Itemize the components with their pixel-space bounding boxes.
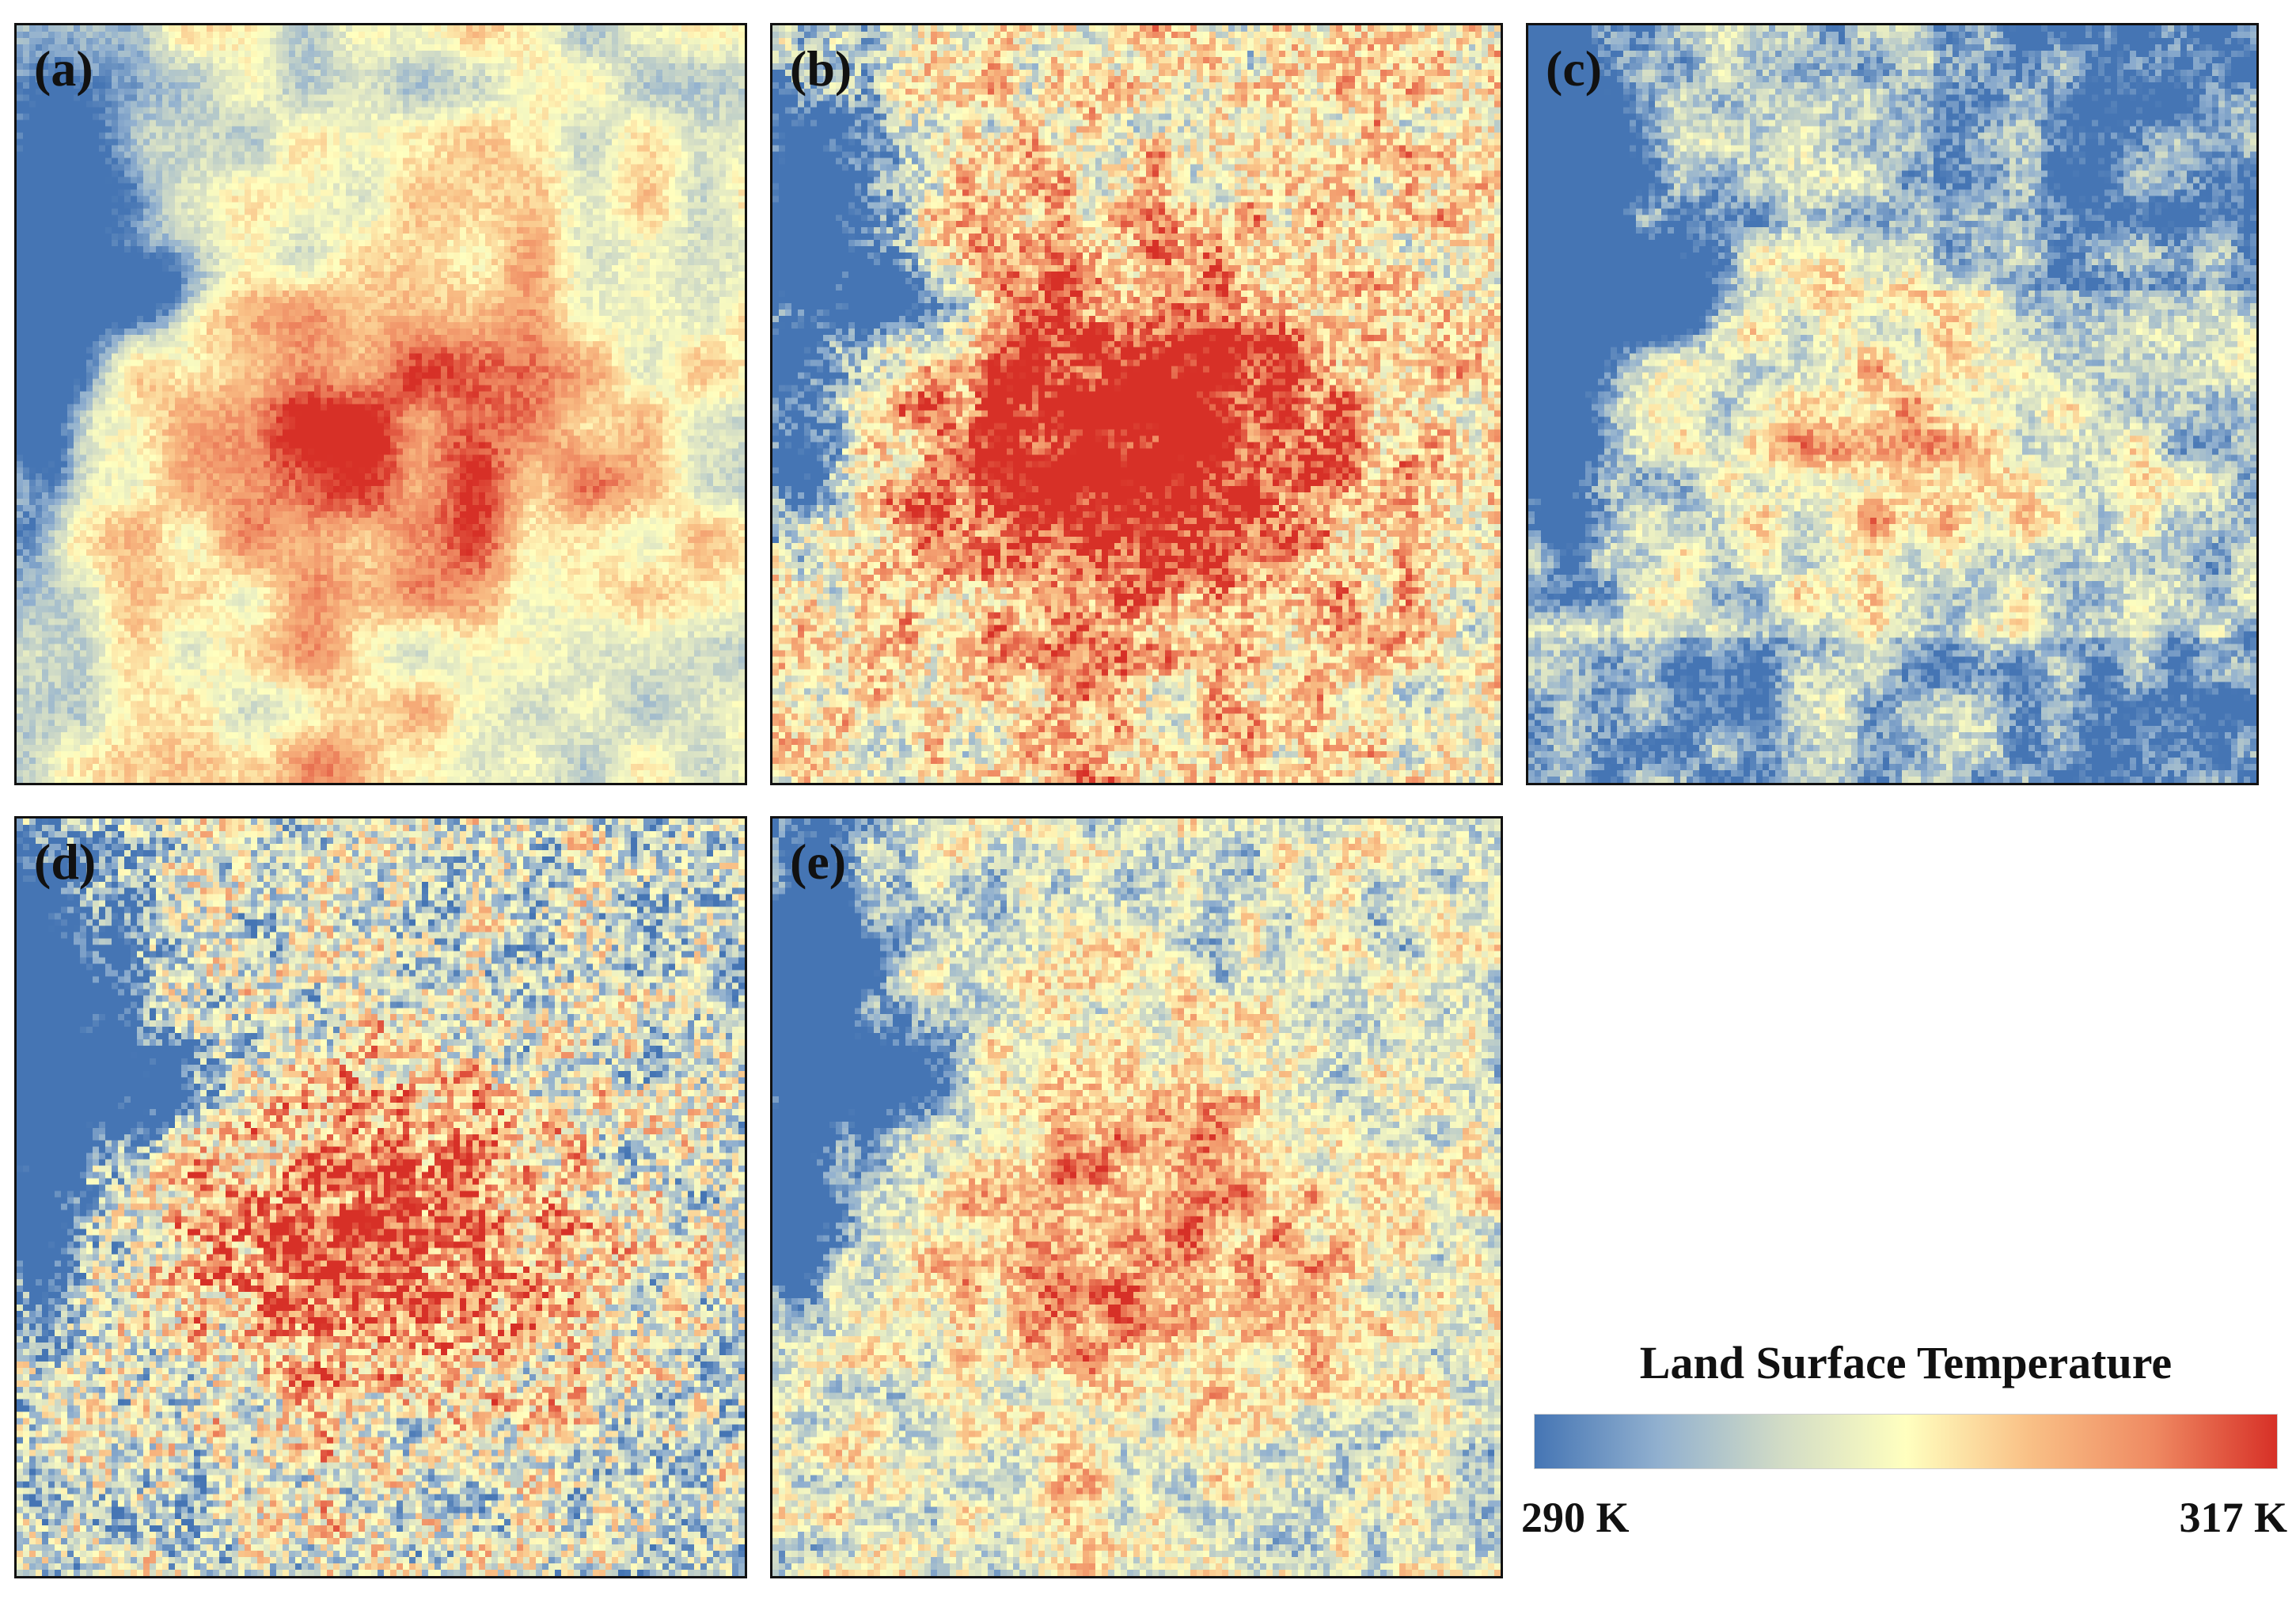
panel-label-a: (a): [34, 40, 93, 97]
lst-raster-a: [17, 25, 745, 783]
lst-map-panel-e: (e): [770, 816, 1503, 1578]
color-scale-bar: [1534, 1414, 2278, 1469]
panel-label-b: (b): [790, 40, 852, 97]
lst-map-panel-a: (a): [14, 23, 747, 785]
panel-label-d: (d): [34, 834, 97, 890]
panel-label-c: (c): [1546, 40, 1603, 97]
lst-map-panel-d: (d): [14, 816, 747, 1578]
legend-title: Land Surface Temperature: [1639, 1337, 2173, 1388]
lst-raster-d: [17, 818, 745, 1576]
lst-raster-c: [1528, 25, 2256, 783]
legend-min-label: 290 K: [1521, 1494, 1630, 1541]
lst-raster-b: [772, 25, 1501, 783]
legend-max-label: 317 K: [2179, 1494, 2287, 1541]
lst-map-panel-b: (b): [770, 23, 1503, 785]
lst-raster-e: [772, 818, 1501, 1576]
lst-map-panel-c: (c): [1526, 23, 2259, 785]
panel-label-e: (e): [790, 834, 847, 890]
